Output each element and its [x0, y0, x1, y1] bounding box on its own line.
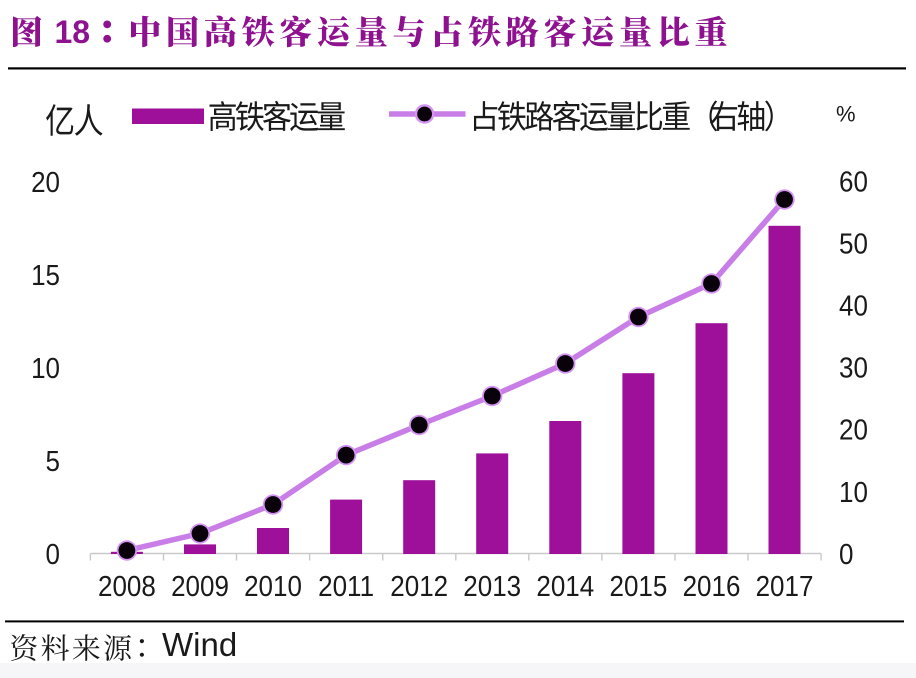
svg-text:%: %: [836, 102, 856, 127]
svg-text:10: 10: [839, 476, 868, 508]
svg-text:0: 0: [46, 538, 60, 570]
svg-text:2012: 2012: [390, 570, 448, 602]
svg-text:10: 10: [31, 352, 60, 384]
svg-text:50: 50: [839, 227, 868, 259]
svg-text:2008: 2008: [98, 570, 156, 602]
svg-text:0: 0: [839, 538, 853, 570]
svg-text:60: 60: [839, 165, 868, 197]
svg-text:20: 20: [31, 166, 60, 198]
svg-text:2013: 2013: [463, 570, 521, 602]
svg-text:5: 5: [46, 445, 60, 477]
svg-text:2017: 2017: [756, 570, 814, 602]
svg-text:2016: 2016: [683, 570, 741, 602]
svg-text:Wind: Wind: [162, 626, 237, 663]
svg-text:2009: 2009: [171, 570, 229, 602]
svg-text:2015: 2015: [609, 570, 667, 602]
svg-text:2010: 2010: [244, 570, 302, 602]
svg-text:18: 18: [55, 14, 91, 50]
svg-text:20: 20: [839, 414, 868, 446]
svg-text:2014: 2014: [536, 570, 594, 602]
svg-text:30: 30: [839, 352, 868, 384]
svg-text:15: 15: [31, 259, 60, 291]
svg-text:2011: 2011: [318, 570, 374, 602]
svg-text:40: 40: [839, 289, 868, 321]
